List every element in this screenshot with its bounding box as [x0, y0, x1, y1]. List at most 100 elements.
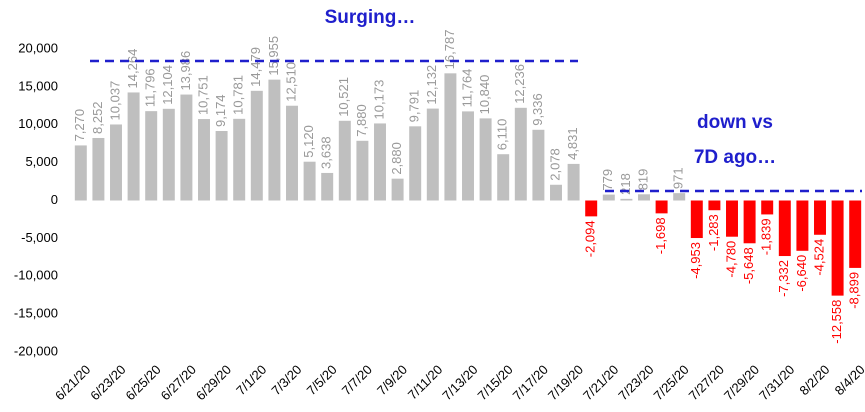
y-tick-label: 5,000 — [25, 154, 58, 169]
bar — [391, 178, 404, 201]
bar — [726, 200, 738, 237]
value-label: -8,899 — [847, 272, 862, 309]
y-tick-label: -20,000 — [14, 343, 58, 358]
x-tick-label: 7/17/20 — [510, 362, 551, 403]
value-label: -1,698 — [653, 217, 668, 254]
value-label: 15,955 — [266, 36, 281, 76]
bar — [127, 92, 140, 201]
bar — [426, 108, 439, 201]
bar — [444, 73, 457, 201]
x-tick-label: 8/2/20 — [796, 362, 832, 398]
value-label: 2,880 — [389, 142, 404, 175]
value-label: 9,336 — [530, 93, 545, 126]
x-tick-label: 7/31/20 — [756, 362, 797, 403]
value-label: 3,638 — [319, 136, 334, 169]
x-tick-label: 7/29/20 — [721, 362, 762, 403]
value-label: 10,521 — [336, 77, 351, 117]
value-label: 779 — [600, 169, 615, 191]
value-label: -1,283 — [706, 214, 721, 251]
bar — [673, 193, 686, 201]
value-label: 11,764 — [459, 69, 474, 108]
y-tick-label: 15,000 — [18, 78, 58, 93]
value-label: 13,986 — [178, 51, 193, 91]
value-label: 10,173 — [371, 80, 386, 120]
x-tick-label: 7/7/20 — [339, 362, 375, 398]
x-tick-label: 6/25/20 — [122, 362, 163, 403]
bar — [180, 94, 193, 201]
bar — [778, 200, 791, 257]
value-label: 7,270 — [72, 109, 87, 142]
value-label: 218 — [618, 173, 633, 195]
x-tick-label: 7/21/20 — [580, 362, 621, 403]
bar — [602, 194, 615, 201]
bar — [814, 200, 826, 235]
x-tick-label: 6/29/20 — [193, 362, 234, 403]
y-tick-label: 0 — [51, 192, 58, 207]
value-label: 11,796 — [143, 68, 158, 107]
y-tick-label: -15,000 — [14, 306, 58, 321]
value-label: 4,831 — [565, 127, 580, 160]
bar — [708, 200, 721, 211]
bar — [74, 145, 87, 201]
bar — [409, 126, 422, 201]
value-label: 14,264 — [125, 49, 140, 89]
bar — [655, 200, 668, 214]
value-label: 819 — [635, 169, 650, 191]
bar — [497, 154, 510, 201]
bar — [638, 194, 650, 201]
x-tick-label: 7/25/20 — [650, 362, 691, 403]
bar — [233, 118, 246, 201]
value-label: 12,510 — [283, 62, 298, 102]
value-label: 12,132 — [424, 65, 439, 105]
value-label: -1,839 — [759, 218, 774, 255]
value-label: -12,558 — [829, 300, 844, 344]
x-tick-label: 7/11/20 — [405, 362, 446, 403]
x-tick-label: 7/13/20 — [439, 362, 480, 403]
bar — [92, 137, 105, 201]
x-tick-label: 6/23/20 — [87, 362, 128, 403]
bar — [849, 200, 862, 268]
bar — [162, 108, 175, 201]
bar — [831, 200, 844, 296]
value-label: 10,037 — [107, 81, 122, 121]
value-label: 7,880 — [354, 104, 369, 137]
x-tick-label: 7/3/20 — [268, 362, 304, 398]
value-label: -6,640 — [794, 255, 809, 292]
annotation: 7D ago… — [694, 147, 776, 168]
value-label: 9,174 — [213, 94, 228, 127]
value-label: -5,648 — [741, 247, 756, 284]
x-tick-label: 7/5/20 — [304, 362, 340, 398]
bar — [198, 119, 210, 201]
annotation: Surging… — [325, 7, 416, 28]
value-label: 6,110 — [495, 119, 510, 151]
x-tick-label: 6/21/20 — [52, 362, 93, 403]
x-tick-label: 7/23/20 — [615, 362, 656, 403]
value-label: 12,104 — [160, 65, 175, 105]
bar — [532, 129, 545, 201]
x-tick-label: 8/4/20 — [832, 362, 865, 398]
bar — [585, 200, 598, 217]
bar — [462, 111, 474, 201]
bar — [250, 90, 263, 201]
x-tick-label: 6/27/20 — [158, 362, 199, 403]
annotation: down vs — [697, 112, 773, 133]
bar — [514, 107, 527, 201]
value-label: 2,078 — [547, 148, 562, 181]
bar — [286, 105, 298, 201]
bar — [479, 118, 492, 201]
x-tick-label: 7/27/20 — [686, 362, 727, 403]
x-tick-label: 7/15/20 — [474, 362, 515, 403]
y-tick-label: 20,000 — [18, 40, 58, 55]
bar — [796, 200, 809, 251]
bar — [321, 172, 334, 201]
bar — [268, 79, 281, 201]
value-label: 971 — [671, 167, 686, 189]
value-label: 14,479 — [248, 47, 263, 87]
bar — [550, 184, 562, 201]
value-label: 12,236 — [512, 64, 527, 104]
bar — [303, 161, 316, 201]
value-label: 16,787 — [442, 30, 457, 70]
value-label: -4,953 — [688, 242, 703, 279]
value-label: 5,120 — [301, 125, 316, 158]
